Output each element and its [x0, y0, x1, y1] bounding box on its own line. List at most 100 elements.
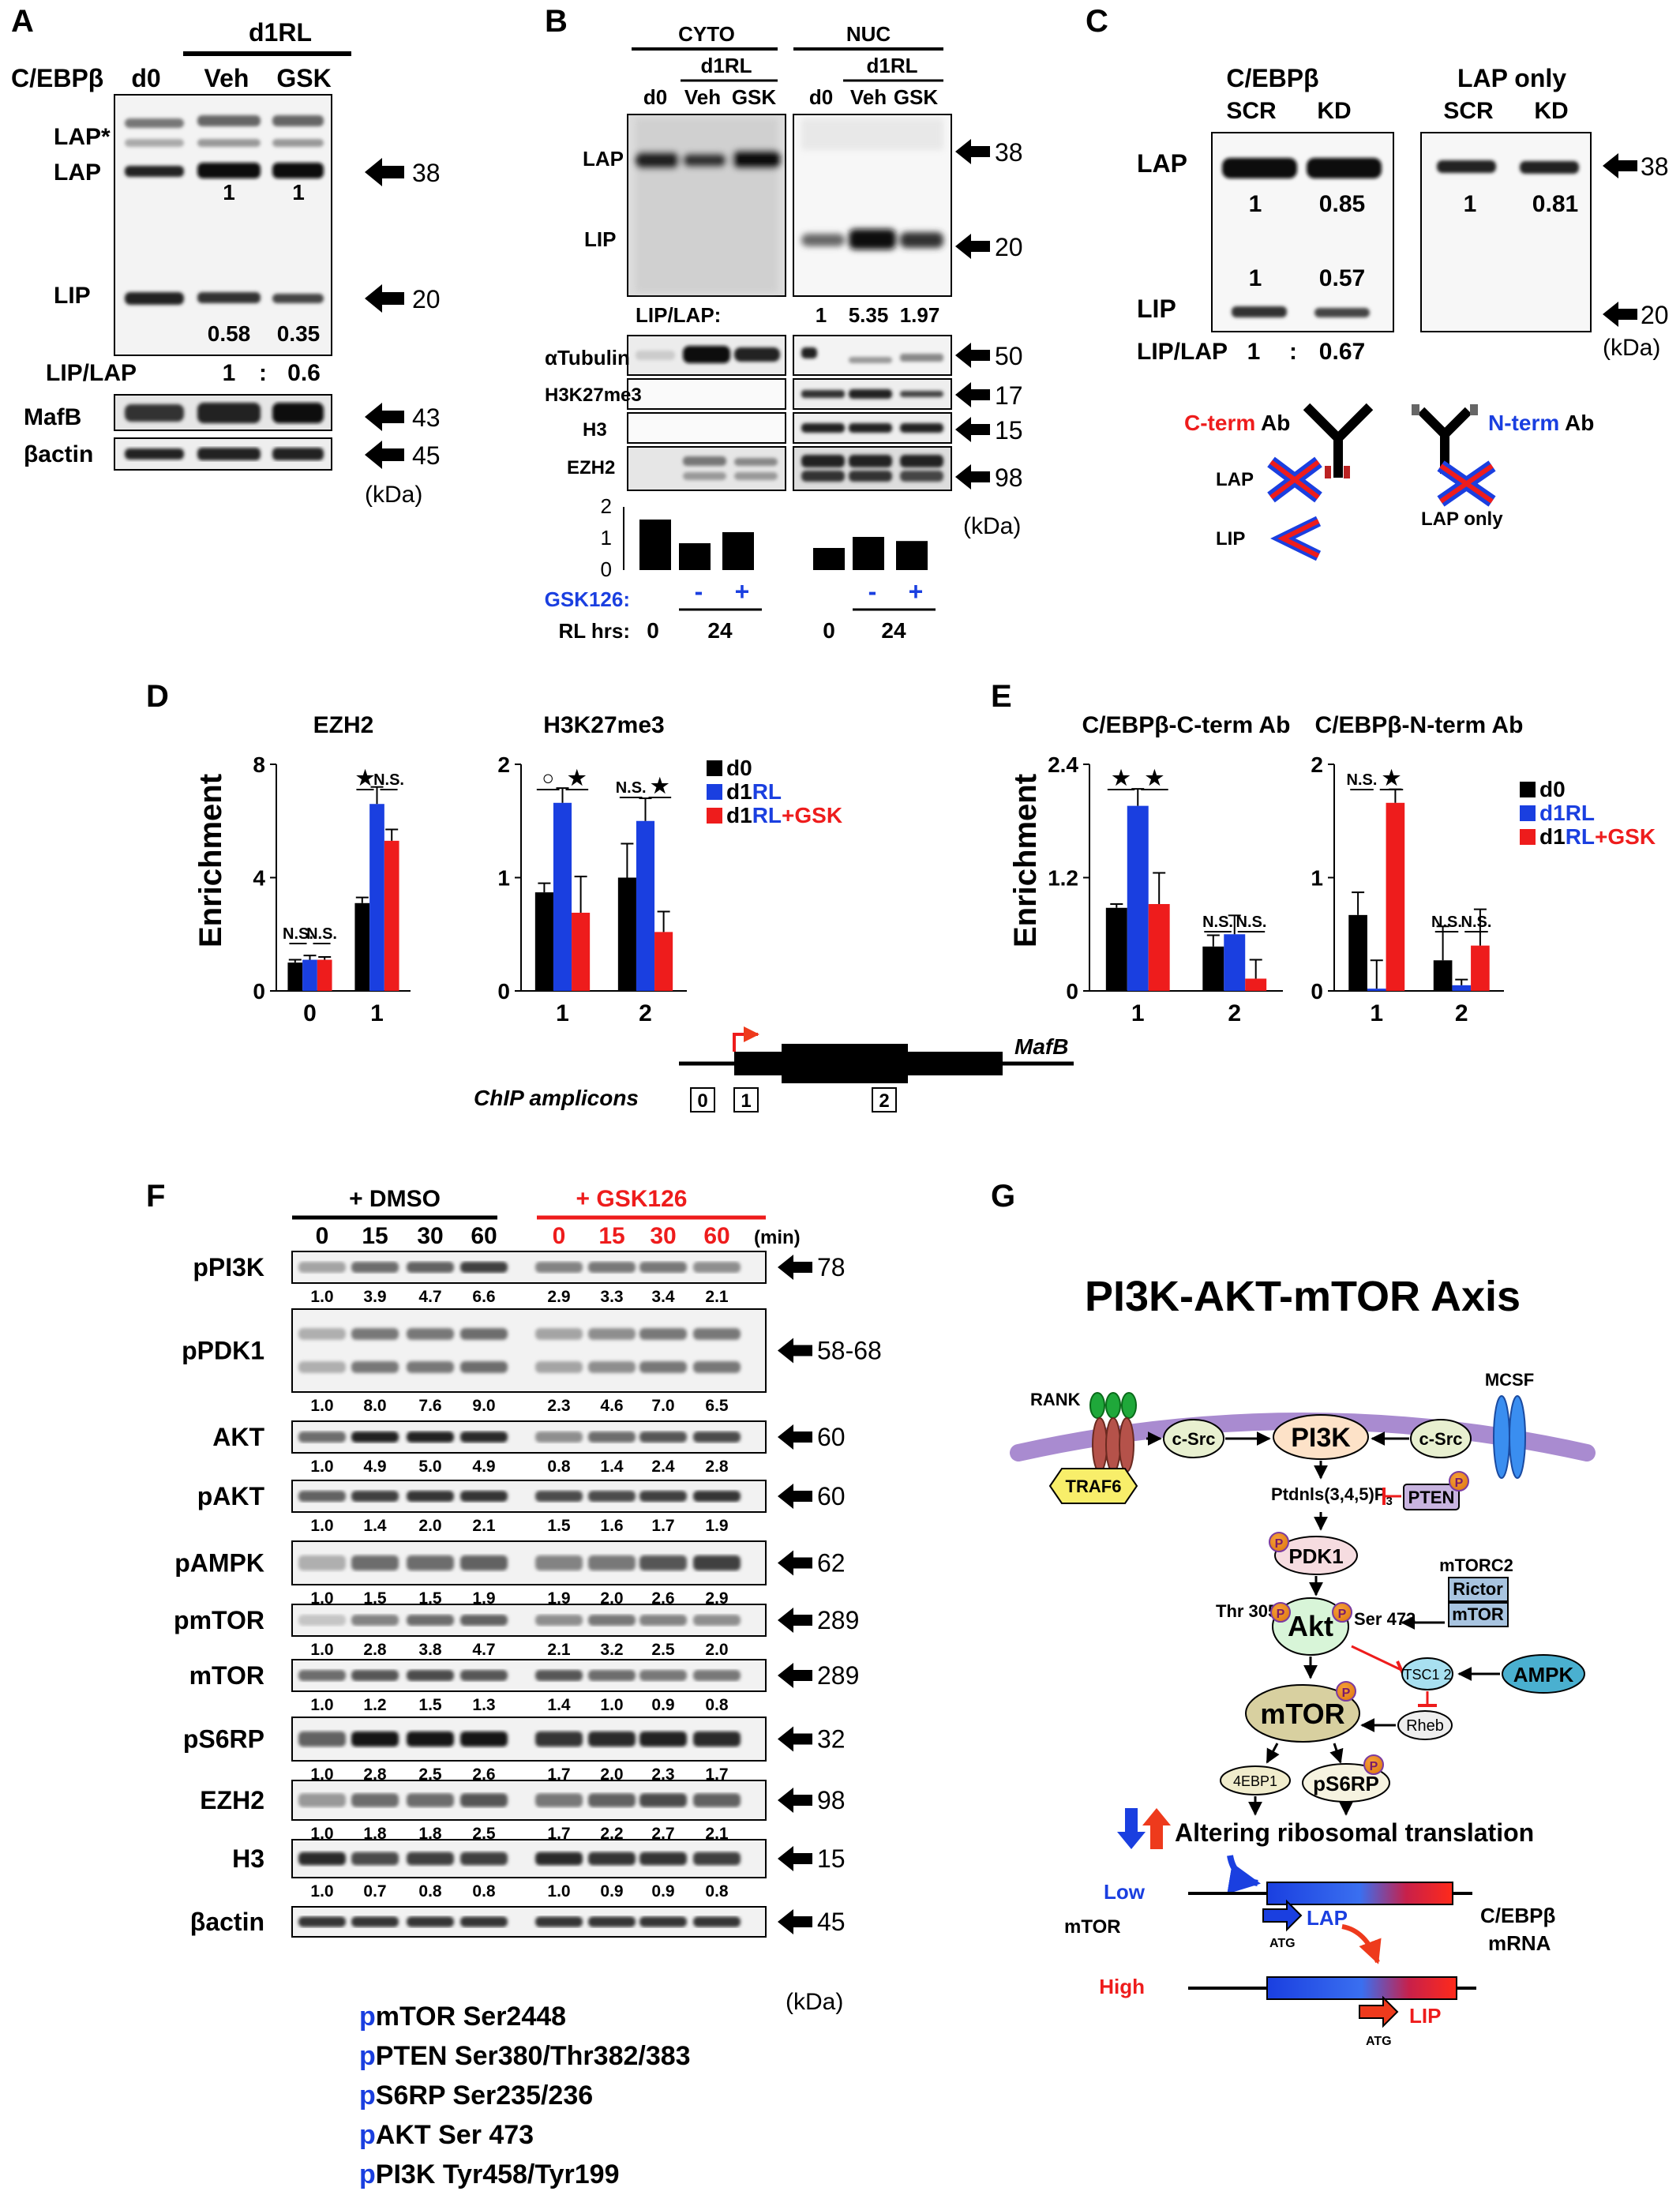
panel-a-mw-20: 20 — [412, 285, 441, 313]
quant-value: 0.8 — [705, 1882, 729, 1900]
quant-value: 2.3 — [547, 1397, 570, 1415]
quant-value: 1.6 — [600, 1517, 623, 1535]
panel-b-band-lap: LAP — [583, 147, 624, 171]
quant-value: 0.9 — [651, 1882, 674, 1900]
blot-row-βactin: βactin 45 — [190, 1906, 846, 1938]
down-arrow-icon — [1117, 1808, 1146, 1849]
quant-value: 2.5 — [472, 1825, 496, 1843]
panel-b-gsk-plus-1: + — [735, 577, 750, 606]
panel-b-bar — [679, 543, 711, 570]
quant-value: 1.4 — [363, 1517, 387, 1535]
panel-a-mw-38: 38 — [412, 159, 441, 187]
panel-a-group: d1RL — [249, 18, 312, 47]
legend-e-d0: d0 — [1539, 777, 1566, 801]
panel-f-notes: pmTOR Ser2448 pPTEN Ser380/Thr382/383 pS6R… — [359, 2002, 691, 2189]
rictor-node — [1448, 1577, 1509, 1602]
bar — [1224, 934, 1246, 991]
mw-arrow-icon — [778, 1726, 812, 1752]
panel-e: E Enrichment C/EBPβ-C-term Ab 0 1.2 2.4 1 ★ ★ 2… — [991, 679, 1656, 1026]
panel-b-rl-0b: 0 — [823, 618, 835, 643]
blot-row-label: mTOR — [189, 1661, 264, 1690]
ampk-label: AMPK — [1513, 1663, 1574, 1687]
panel-a-lap-quant-2: 1 — [292, 180, 305, 204]
x-tick-label: 1 — [370, 1000, 384, 1026]
panel-c-lap-diagram: LAP — [1216, 469, 1254, 490]
quant-value: 1.0 — [547, 1882, 570, 1900]
quant-value: 2.1 — [705, 1825, 729, 1843]
quant-value: 2.1 — [705, 1288, 729, 1306]
quant-value: 1.0 — [310, 1696, 333, 1714]
quant-value: 6.5 — [705, 1397, 729, 1415]
panel-a-lip-quant-2: 0.35 — [277, 321, 321, 346]
panel-b-bar — [896, 541, 928, 570]
quant-value: 2.0 — [418, 1517, 441, 1535]
csrc-node-left — [1163, 1419, 1224, 1458]
panel-a-lip-quant-1: 0.58 — [208, 321, 251, 346]
akt-phospho-thr: P — [1277, 1608, 1285, 1621]
panel-c-right-title: LAP only — [1457, 64, 1566, 92]
high-label: High — [1099, 1975, 1145, 1998]
quant-value: 1.7 — [547, 1765, 570, 1784]
pten-label: PTEN — [1408, 1488, 1455, 1507]
bar — [317, 959, 332, 991]
mw-label: 58-68 — [817, 1337, 882, 1365]
mw-arrow-icon — [778, 1338, 812, 1364]
altering-label: Altering ribosomal translation — [1175, 1818, 1534, 1847]
quant-value: 2.1 — [472, 1517, 496, 1535]
quant-value: 1.2 — [363, 1696, 386, 1714]
blot-row-pmTOR: pmTOR 289 1.0 2.8 3.8 4.7 2.1 3.2 2.5 2.0 — [174, 1604, 859, 1659]
panel-b-row-tubulin: αTubulin — [545, 346, 630, 370]
phospho-site-note: pAKT Ser 473 — [359, 2120, 534, 2150]
y-tick-label: 2.4 — [1048, 752, 1078, 777]
quant-value: 0.9 — [600, 1882, 623, 1900]
panel-c-antibody-diagram: C-term Ab N-term Ab LAP LIP LAP only — [1184, 403, 1594, 561]
bar — [1348, 914, 1367, 991]
pdk1-node — [1274, 1536, 1358, 1575]
tsc-label: TSC1 2 — [1403, 1667, 1451, 1683]
quant-value: 4.9 — [472, 1458, 495, 1476]
panel-b-lane-nuc-1: Veh — [850, 85, 887, 109]
panel-a: A d1RL C/EBPβ d0 Veh GSK LAP* LAP LIP 1 … — [11, 4, 441, 508]
y-tick-label: 1 — [497, 866, 510, 891]
time-label: 30 — [650, 1223, 676, 1249]
quant-value: 4.6 — [600, 1397, 623, 1415]
panel-b-bar — [722, 532, 754, 570]
quant-value: 2.6 — [472, 1765, 495, 1784]
quant-value: 1.4 — [547, 1696, 571, 1714]
ps6rp-phospho: P — [1370, 1760, 1378, 1773]
y-tick-label: 2 — [497, 752, 510, 777]
bar — [1386, 802, 1405, 991]
panel-b-ratio-0: 1 — [816, 303, 827, 327]
chart-title: EZH2 — [313, 712, 374, 738]
panel-c-mw-38: 38 — [1641, 152, 1669, 181]
bar — [1471, 945, 1490, 991]
tsc-node — [1401, 1657, 1453, 1690]
pip3-label: Ptdnls(3,4,5)P3 — [1271, 1484, 1393, 1508]
significance-mark: N.S. — [616, 779, 647, 797]
mafb-gene-label: MafB — [1014, 1034, 1068, 1059]
blot-row-mTOR: mTOR 289 1.0 1.2 1.5 1.3 1.4 1.0 0.9 0.8 — [189, 1659, 859, 1714]
panel-b-lane-cyto-1: Veh — [684, 85, 721, 109]
panel-f-time-labels: 0 15 30 60 0 15 30 60 — [316, 1223, 730, 1249]
blot-row-label: βactin — [190, 1908, 264, 1936]
panel-b-mw-38: 38 — [995, 138, 1023, 167]
panel-a-band-lapstar: LAP* — [54, 124, 111, 150]
bar — [1245, 978, 1267, 991]
panel-b-bar-chart — [623, 507, 928, 570]
panel-a-letter: A — [11, 4, 34, 39]
pi3k-node — [1273, 1414, 1369, 1460]
panel-a-ratio-2: 0.6 — [287, 360, 321, 386]
panel-b-ratio-2: 1.97 — [900, 303, 940, 327]
mw-arrow-icon — [778, 1550, 812, 1576]
panel-b-mw-arrows — [955, 139, 990, 490]
blot-row-pPDK1: pPDK1 58-68 1.0 8.0 7.6 9.0 2.3 4.6 7.0 6.5 — [182, 1308, 882, 1415]
mw-label: 289 — [817, 1661, 859, 1690]
quant-value: 2.7 — [651, 1825, 674, 1843]
pten-node — [1403, 1484, 1460, 1510]
quant-value: 4.9 — [363, 1458, 386, 1476]
significance-mark: ★ — [1146, 766, 1164, 790]
panel-f-unit: (kDa) — [786, 1989, 843, 2015]
legend-d1rl: d1RL — [726, 779, 782, 804]
